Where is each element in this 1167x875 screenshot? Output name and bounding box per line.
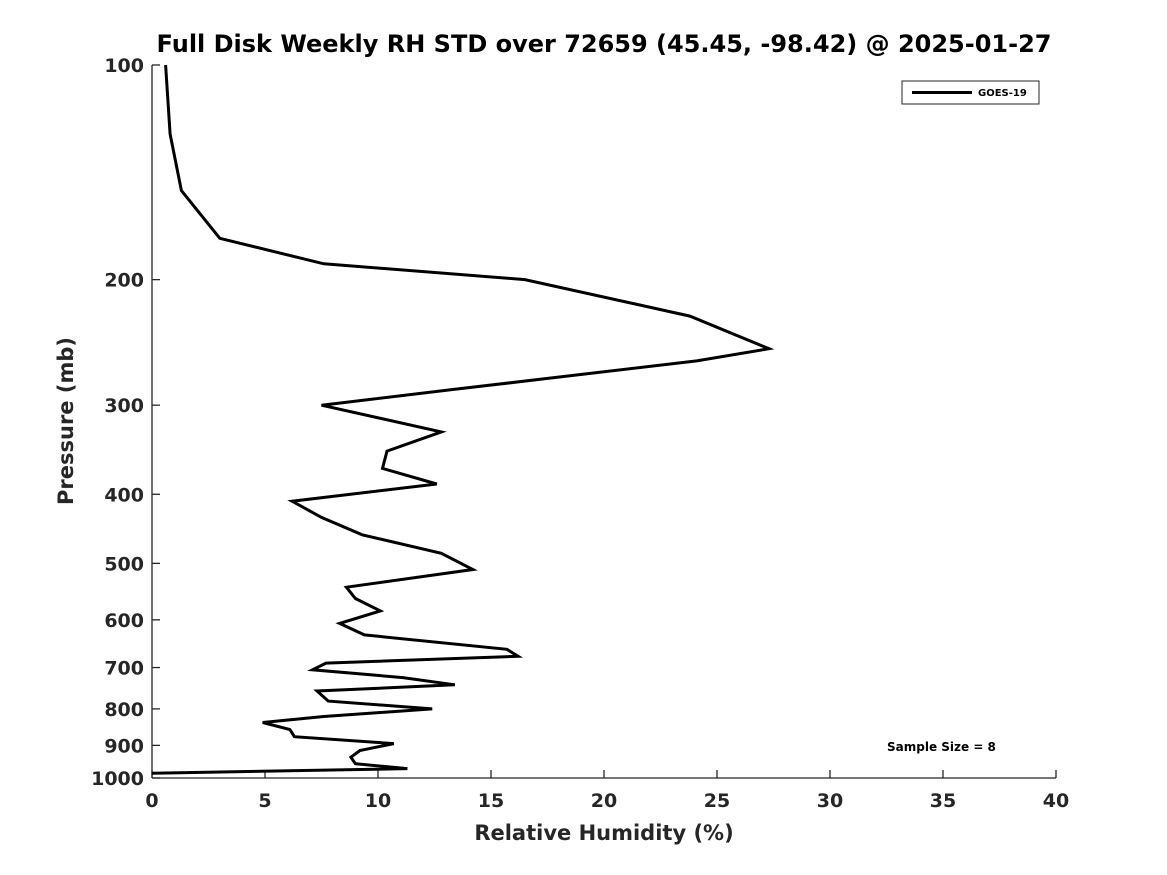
chart-title: Full Disk Weekly RH STD over 72659 (45.4… bbox=[157, 30, 1052, 58]
legend: GOES-19 bbox=[901, 80, 1040, 105]
y-tick-label: 600 bbox=[104, 610, 144, 632]
x-tick-label: 40 bbox=[1043, 790, 1069, 812]
x-tick-label: 25 bbox=[704, 790, 730, 812]
x-tick-label: 15 bbox=[478, 790, 504, 812]
x-tick-label: 5 bbox=[258, 790, 271, 812]
x-axis-label: Relative Humidity (%) bbox=[474, 821, 733, 845]
plot-area: 0 5 10 15 20 25 30 35 40 100 200 300 400 500 600 700 80… bbox=[91, 55, 1069, 812]
y-tick-label: 1000 bbox=[91, 768, 144, 790]
y-tick-label: 400 bbox=[104, 484, 144, 506]
y-ticks: 100 200 300 400 500 600 700 800 900 1000 bbox=[91, 55, 160, 790]
series-line-goes-19 bbox=[151, 64, 775, 775]
y-tick-label: 900 bbox=[104, 735, 144, 757]
x-tick-label: 20 bbox=[591, 790, 617, 812]
x-tick-label: 30 bbox=[817, 790, 843, 812]
y-tick-label: 500 bbox=[104, 553, 144, 575]
y-tick-label: 300 bbox=[104, 395, 144, 417]
x-tick-label: 0 bbox=[145, 790, 158, 812]
y-tick-label: 700 bbox=[104, 658, 144, 680]
legend-item-label: GOES-19 bbox=[978, 88, 1027, 99]
y-tick-label: 100 bbox=[104, 55, 144, 77]
y-axis-label: Pressure (mb) bbox=[54, 337, 78, 505]
sample-size-annotation: Sample Size = 8 bbox=[887, 740, 996, 754]
y-tick-label: 800 bbox=[104, 699, 144, 721]
y-tick-label: 200 bbox=[104, 270, 144, 292]
x-tick-label: 35 bbox=[930, 790, 956, 812]
x-ticks: 0 5 10 15 20 25 30 35 40 bbox=[145, 770, 1069, 812]
x-tick-label: 10 bbox=[365, 790, 391, 812]
